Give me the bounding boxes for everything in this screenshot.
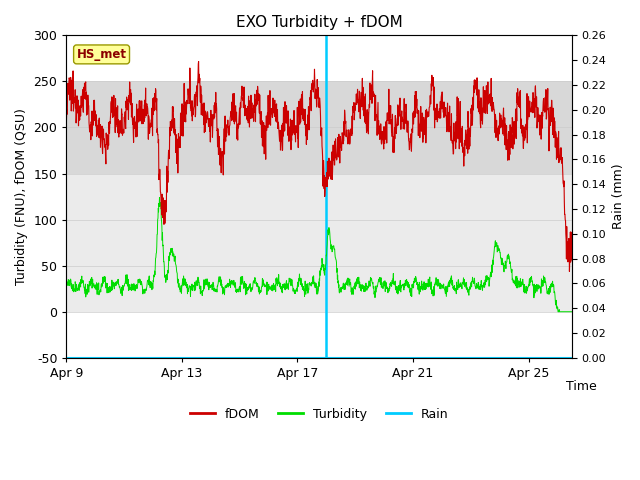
X-axis label: Time: Time [566,380,597,394]
Legend: fDOM, Turbidity, Rain: fDOM, Turbidity, Rain [185,403,454,426]
Bar [67,82,572,174]
Y-axis label: Rain (mm): Rain (mm) [612,164,625,229]
Bar [67,174,572,312]
Text: HS_met: HS_met [77,48,127,61]
Title: EXO Turbidity + fDOM: EXO Turbidity + fDOM [236,15,403,30]
Y-axis label: Turbidity (FNU), fDOM (QSU): Turbidity (FNU), fDOM (QSU) [15,108,28,285]
